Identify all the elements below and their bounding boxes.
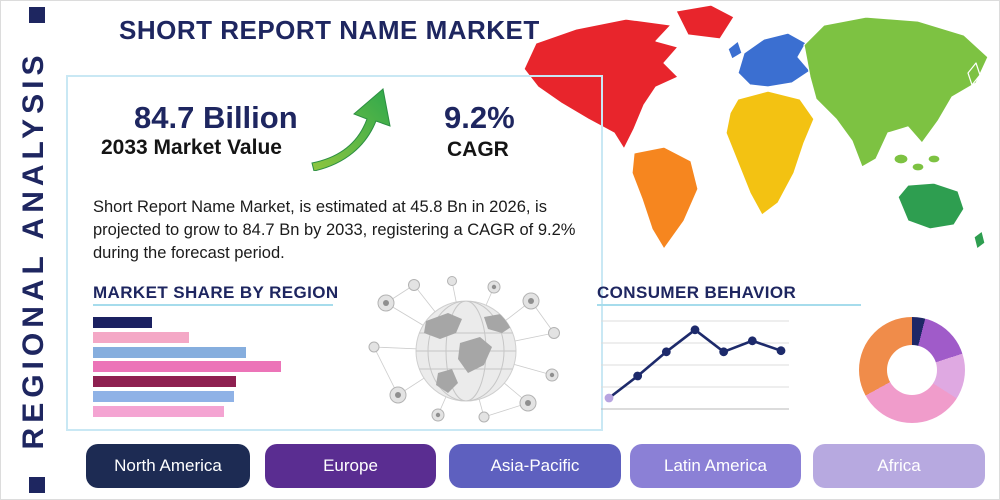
market-share-bar-chart (93, 317, 289, 417)
consumer-behavior-underline (597, 304, 861, 306)
donut-hole (887, 345, 937, 395)
map-south-america (631, 146, 699, 250)
data-point-3 (690, 325, 700, 335)
data-point-0 (604, 393, 614, 403)
corner-square-bottom (29, 477, 45, 493)
donut-chart (859, 317, 965, 423)
bar-0 (93, 317, 152, 328)
map-uk (727, 40, 743, 60)
map-africa (725, 90, 815, 216)
data-point-2 (661, 347, 671, 357)
region-pill-africa[interactable]: Africa (813, 444, 985, 488)
bar-2 (93, 346, 246, 358)
bar-6 (93, 405, 225, 417)
data-point-6 (776, 346, 786, 356)
map-japan (967, 62, 981, 86)
consumer-behavior-heading: CONSUMER BEHAVIOR (597, 283, 797, 302)
map-europe (737, 32, 811, 88)
cagr-label: CAGR (447, 138, 509, 161)
content-panel (66, 75, 603, 431)
market-value-label: 2033 Market Value (101, 136, 282, 159)
region-pill-asia-pacific[interactable]: Asia-Pacific (449, 444, 621, 488)
region-pill-north-america[interactable]: North America (86, 444, 250, 488)
consumer-behavior-line-chart (601, 320, 789, 410)
map-australia (897, 182, 965, 230)
data-point-1 (633, 371, 643, 381)
bar-4 (93, 376, 237, 388)
bar-5 (93, 391, 235, 403)
side-label: REGIONAL ANALYSIS (17, 50, 50, 450)
cagr-value: 9.2% (444, 100, 515, 135)
market-share-heading: MARKET SHARE BY REGION (93, 283, 339, 302)
market-share-underline (93, 304, 333, 306)
market-description: Short Report Name Market, is estimated a… (93, 197, 576, 263)
market-value: 84.7 Billion (134, 100, 298, 135)
map-new-zealand (973, 230, 986, 250)
bar-3 (93, 361, 282, 373)
globe-network-illustration (368, 276, 560, 423)
corner-square-top (29, 7, 45, 23)
data-point-4 (719, 347, 729, 357)
map-asia (803, 16, 989, 168)
region-pill-europe[interactable]: Europe (265, 444, 436, 488)
growth-arrow-icon (311, 88, 391, 171)
bar-1 (93, 331, 190, 343)
globe-continents (424, 313, 514, 393)
map-se-asia-islands (893, 153, 941, 172)
world-map (523, 4, 989, 250)
map-greenland (675, 4, 735, 40)
region-pill-latin-america[interactable]: Latin America (630, 444, 801, 488)
network-nodes (368, 276, 560, 423)
page-title: SHORT REPORT NAME MARKET (119, 15, 540, 45)
data-point-5 (747, 336, 757, 346)
node-glyphs (383, 284, 555, 418)
